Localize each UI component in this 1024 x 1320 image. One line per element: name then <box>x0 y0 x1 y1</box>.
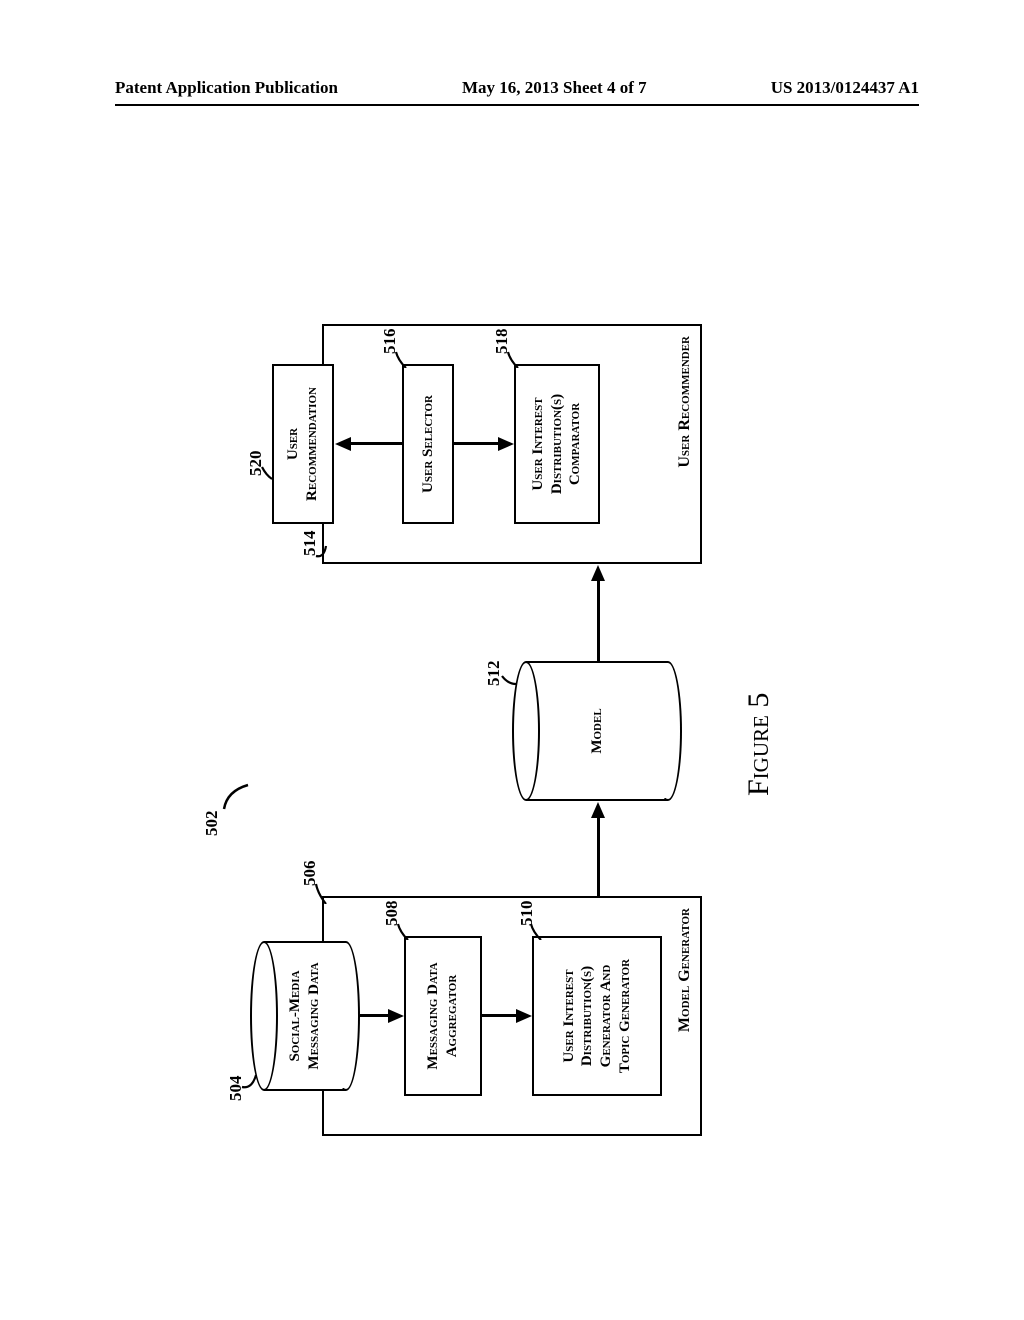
social-media-label: Social-Media Messaging Data <box>286 951 324 1081</box>
figure-caption: Figure 5 <box>742 693 776 796</box>
leader-514 <box>314 542 328 560</box>
comparator-box: User Interest Distribution(s) Comparator <box>514 364 600 524</box>
arrowhead-512-514 <box>591 565 605 581</box>
ref-502: 502 <box>202 811 222 837</box>
selector-label: User Selector <box>419 395 438 493</box>
arrowhead-508-510 <box>516 1009 532 1023</box>
page-header: Patent Application Publication May 16, 2… <box>115 78 919 106</box>
header-left: Patent Application Publication <box>115 78 338 98</box>
leader-510 <box>529 922 543 940</box>
recommendation-label: User Recommendation <box>284 374 322 514</box>
leader-518 <box>506 350 520 368</box>
leader-504 <box>240 1071 258 1091</box>
recommendation-box: User Recommendation <box>272 364 334 524</box>
arrow-504-508 <box>360 1015 390 1018</box>
user-recommender-label: User Recommender <box>676 336 694 468</box>
comparator-label: User Interest Distribution(s) Comparator <box>529 374 585 514</box>
arrow-512-514 <box>597 579 600 661</box>
model-label: Model <box>588 708 607 753</box>
leader-502 <box>222 781 252 811</box>
arrow-508-510 <box>482 1015 518 1018</box>
leader-506 <box>314 882 328 904</box>
arrowhead-504-508 <box>388 1009 404 1023</box>
social-media-cylinder: Social-Media Messaging Data <box>250 941 360 1091</box>
arrowhead-516-520 <box>335 437 351 451</box>
leader-516 <box>394 350 408 368</box>
model-cylinder: Model <box>512 661 682 801</box>
arrowhead-506-512 <box>591 802 605 818</box>
aggregator-box: Messaging Data Aggregator <box>404 936 482 1096</box>
gen-topic-label: User Interest Distribution(s) Generator … <box>560 946 635 1086</box>
arrowhead-516-518 <box>498 437 514 451</box>
arrow-506-512 <box>597 816 600 896</box>
leader-512 <box>500 668 518 686</box>
aggregator-label: Messaging Data Aggregator <box>424 946 462 1086</box>
selector-box: User Selector <box>402 364 454 524</box>
model-generator-label: Model Generator <box>676 908 694 1032</box>
arrow-516-520 <box>350 443 402 446</box>
page: Patent Application Publication May 16, 2… <box>0 0 1024 1320</box>
diagram-figure-5: 502 Model Generator 506 Social-Media Mes… <box>232 316 792 1136</box>
leader-520 <box>260 463 274 481</box>
gen-topic-box: User Interest Distribution(s) Generator … <box>532 936 662 1096</box>
leader-508 <box>396 922 410 940</box>
header-center: May 16, 2013 Sheet 4 of 7 <box>462 78 647 98</box>
header-right: US 2013/0124437 A1 <box>771 78 919 98</box>
arrow-516-518 <box>454 443 500 446</box>
